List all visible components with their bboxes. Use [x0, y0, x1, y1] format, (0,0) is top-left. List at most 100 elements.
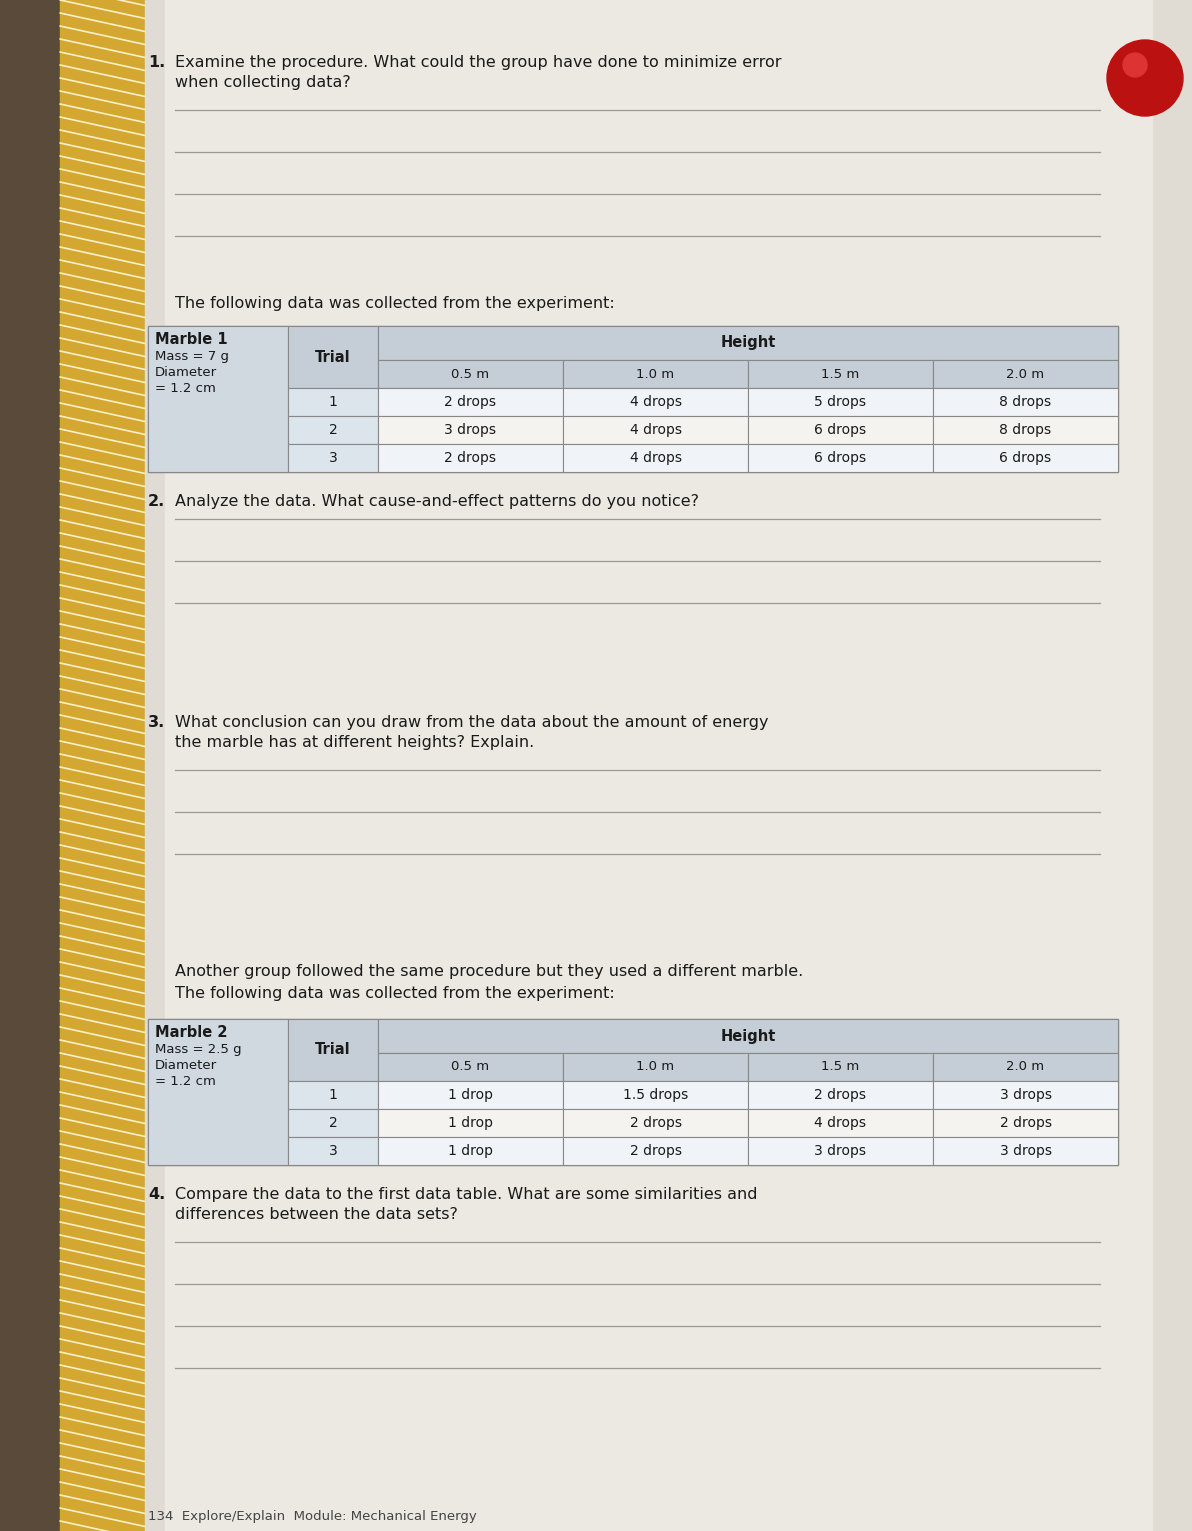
Text: 2 drops: 2 drops	[629, 1116, 682, 1130]
Text: 2 drops: 2 drops	[1000, 1116, 1051, 1130]
Bar	[145, 0, 1192, 1531]
Bar	[933, 1108, 1118, 1138]
Bar	[933, 444, 1118, 472]
Bar	[933, 1081, 1118, 1108]
Bar	[563, 416, 749, 444]
Bar	[378, 1053, 563, 1081]
Bar	[749, 1053, 933, 1081]
Text: 6 drops: 6 drops	[814, 452, 867, 465]
Text: 2 drops: 2 drops	[814, 1089, 867, 1102]
Text: 2.: 2.	[148, 495, 166, 508]
Bar	[288, 444, 378, 472]
Text: Another group followed the same procedure but they used a different marble.: Another group followed the same procedur…	[175, 965, 803, 978]
Text: 1.: 1.	[148, 55, 166, 70]
Text: Marble 1: Marble 1	[155, 332, 228, 348]
Bar	[378, 360, 563, 387]
Bar	[0, 0, 60, 1531]
Text: 2 drops: 2 drops	[629, 1144, 682, 1157]
Text: 2.0 m: 2.0 m	[1006, 367, 1044, 381]
Text: 0.5 m: 0.5 m	[452, 367, 490, 381]
Text: Trial: Trial	[315, 349, 350, 364]
Text: 4.: 4.	[148, 1187, 166, 1202]
Text: 1 drop: 1 drop	[448, 1089, 493, 1102]
Text: differences between the data sets?: differences between the data sets?	[175, 1206, 458, 1222]
Text: 4 drops: 4 drops	[814, 1116, 867, 1130]
Bar	[749, 444, 933, 472]
Bar	[288, 1081, 378, 1108]
Bar	[378, 326, 1118, 360]
Text: Examine the procedure. What could the group have done to minimize error: Examine the procedure. What could the gr…	[175, 55, 782, 70]
Bar	[563, 1081, 749, 1108]
Circle shape	[1107, 40, 1182, 116]
Text: 3 drops: 3 drops	[1000, 1144, 1051, 1157]
Bar	[148, 326, 1118, 472]
Text: 1 drop: 1 drop	[448, 1116, 493, 1130]
Text: 8 drops: 8 drops	[999, 423, 1051, 436]
Text: Analyze the data. What cause-and-effect patterns do you notice?: Analyze the data. What cause-and-effect …	[175, 495, 699, 508]
Bar	[288, 416, 378, 444]
Bar	[749, 416, 933, 444]
Text: Mass = 2.5 g: Mass = 2.5 g	[155, 1043, 242, 1056]
Bar	[378, 444, 563, 472]
Text: 3 drops: 3 drops	[445, 423, 497, 436]
Text: 5 drops: 5 drops	[814, 395, 867, 409]
Bar	[749, 1081, 933, 1108]
Bar	[60, 0, 145, 1531]
Bar	[933, 387, 1118, 416]
Text: Diameter: Diameter	[155, 366, 217, 380]
Text: 1 drop: 1 drop	[448, 1144, 493, 1157]
Bar	[378, 387, 563, 416]
Text: the marble has at different heights? Explain.: the marble has at different heights? Exp…	[175, 735, 534, 750]
Text: 4 drops: 4 drops	[629, 395, 682, 409]
Bar	[749, 360, 933, 387]
Text: 3: 3	[329, 1144, 337, 1157]
Text: 1.5 drops: 1.5 drops	[623, 1089, 688, 1102]
Bar	[563, 387, 749, 416]
Text: 3 drops: 3 drops	[1000, 1089, 1051, 1102]
Text: Marble 2: Marble 2	[155, 1024, 228, 1040]
Bar	[378, 1020, 1118, 1053]
Text: 1.5 m: 1.5 m	[821, 367, 859, 381]
Bar	[378, 1081, 563, 1108]
Text: 2 drops: 2 drops	[445, 452, 497, 465]
Bar	[563, 1138, 749, 1165]
Bar	[933, 360, 1118, 387]
Bar	[563, 1108, 749, 1138]
Text: 3.: 3.	[148, 715, 166, 730]
Text: 3 drops: 3 drops	[814, 1144, 867, 1157]
Bar	[148, 1020, 1118, 1165]
Bar	[148, 326, 288, 472]
Text: = 1.2 cm: = 1.2 cm	[155, 383, 216, 395]
Bar	[749, 1138, 933, 1165]
Text: 6 drops: 6 drops	[814, 423, 867, 436]
Bar	[164, 0, 1151, 1531]
Bar	[749, 387, 933, 416]
Text: 1.0 m: 1.0 m	[637, 1061, 675, 1073]
Text: 2 drops: 2 drops	[445, 395, 497, 409]
Text: 2: 2	[329, 423, 337, 436]
Text: Height: Height	[720, 1029, 776, 1044]
Bar	[288, 387, 378, 416]
Text: 1: 1	[329, 395, 337, 409]
Bar	[378, 1108, 563, 1138]
Text: 4 drops: 4 drops	[629, 452, 682, 465]
Text: 6 drops: 6 drops	[999, 452, 1051, 465]
Bar	[749, 1108, 933, 1138]
Text: 4 drops: 4 drops	[629, 423, 682, 436]
Bar	[563, 360, 749, 387]
Bar	[378, 416, 563, 444]
Text: 0.5 m: 0.5 m	[452, 1061, 490, 1073]
Bar	[563, 444, 749, 472]
Text: 2.0 m: 2.0 m	[1006, 1061, 1044, 1073]
Text: Mass = 7 g: Mass = 7 g	[155, 351, 229, 363]
Circle shape	[1123, 54, 1147, 77]
Text: 2: 2	[329, 1116, 337, 1130]
Bar	[378, 1138, 563, 1165]
Text: when collecting data?: when collecting data?	[175, 75, 350, 90]
Text: Compare the data to the first data table. What are some similarities and: Compare the data to the first data table…	[175, 1187, 757, 1202]
Bar	[288, 1138, 378, 1165]
Text: 134  Explore/Explain  Module: Mechanical Energy: 134 Explore/Explain Module: Mechanical E…	[148, 1510, 477, 1523]
Text: Trial: Trial	[315, 1043, 350, 1058]
Bar	[933, 416, 1118, 444]
Bar	[288, 1108, 378, 1138]
